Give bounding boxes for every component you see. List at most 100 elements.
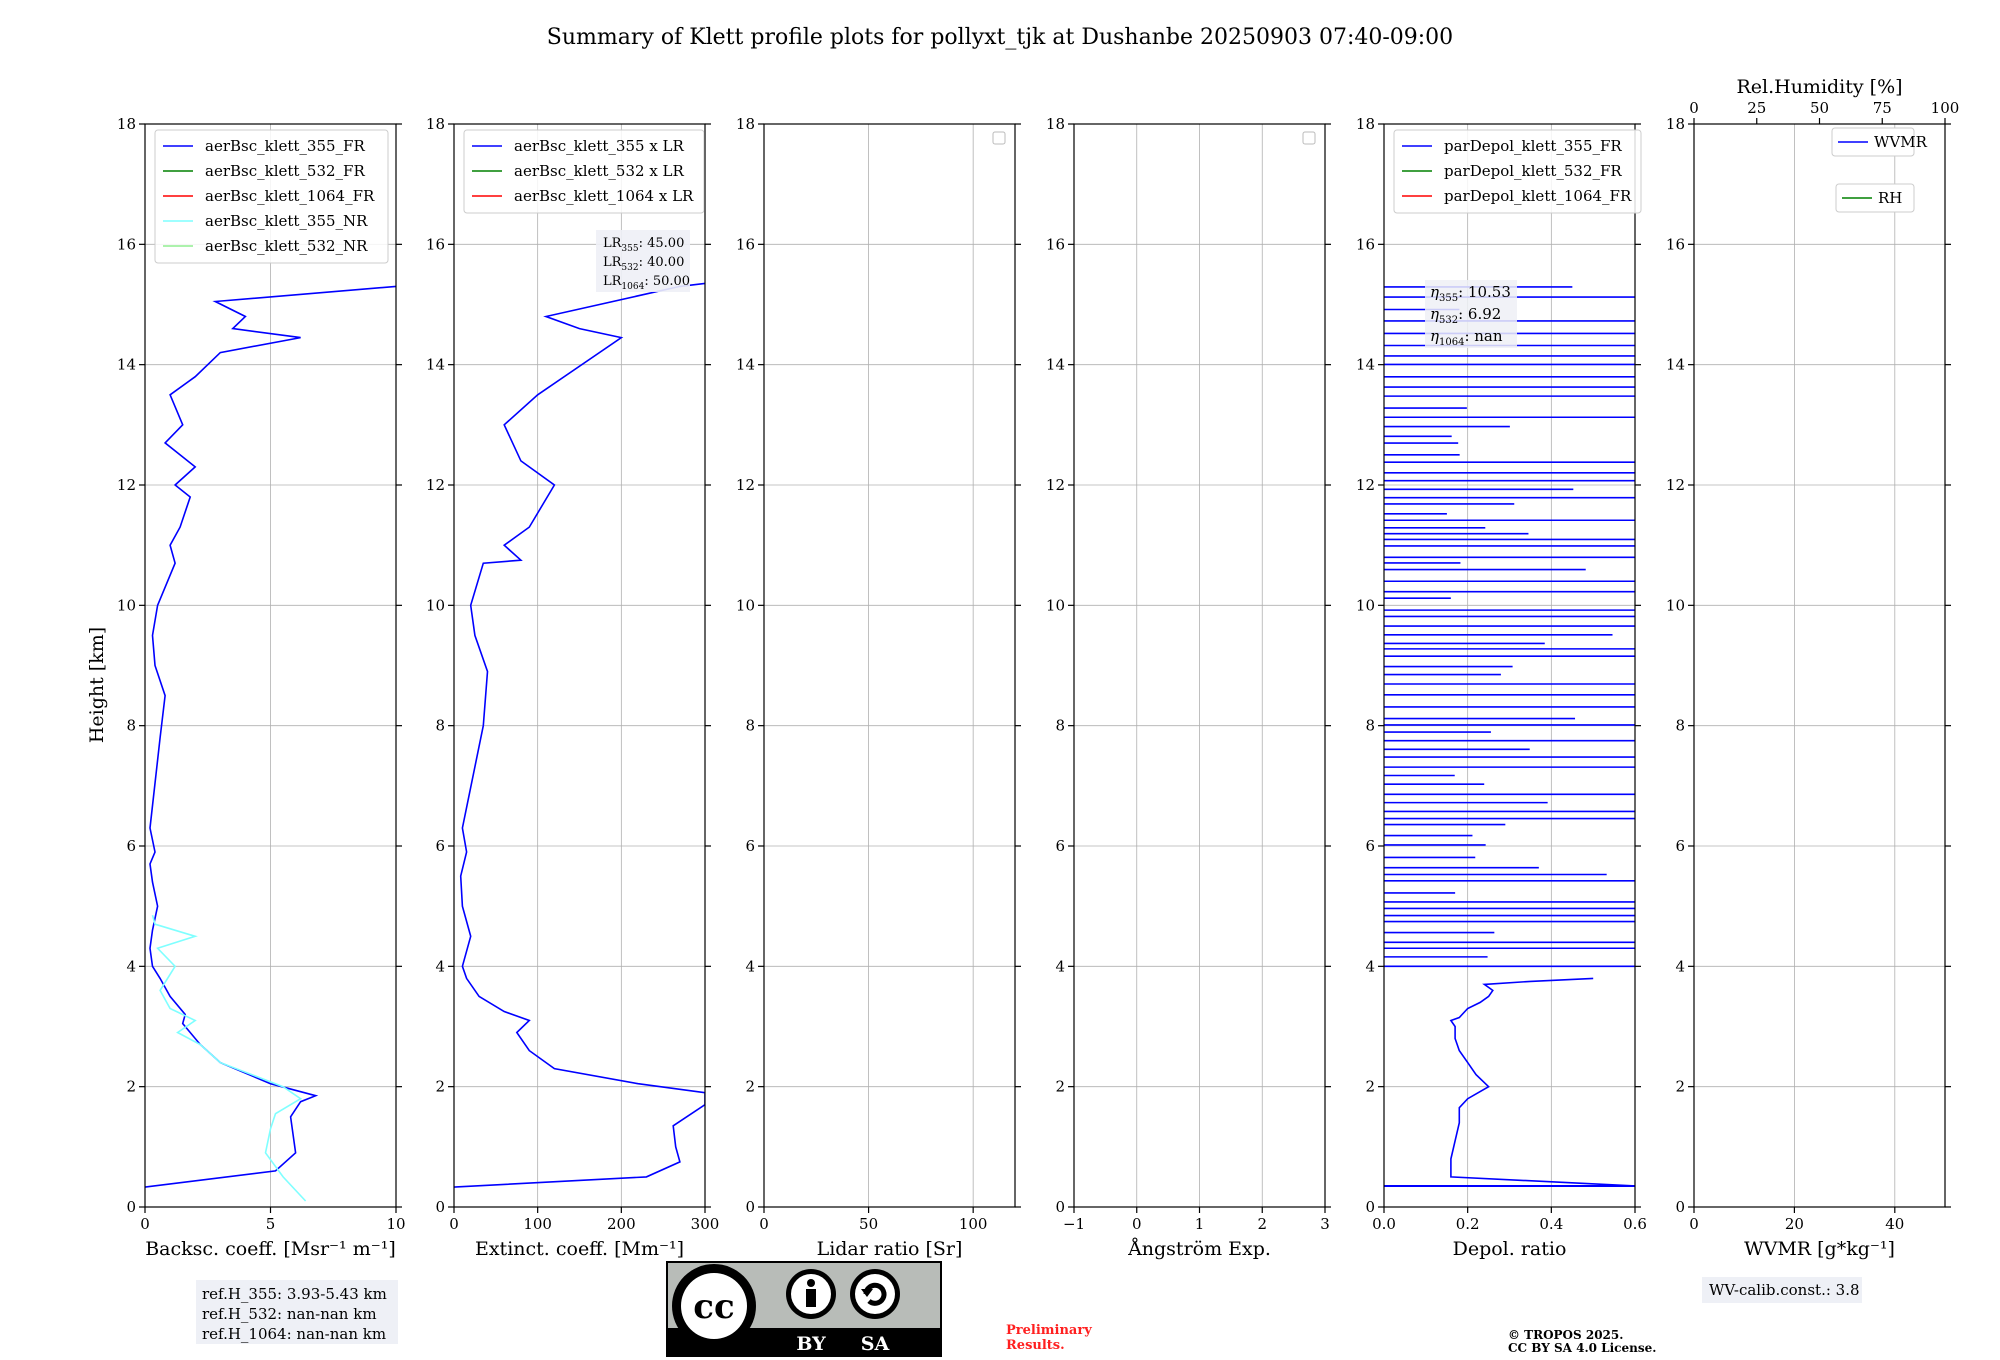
x-tick-label: 0 bbox=[140, 1215, 150, 1233]
empty-legend bbox=[992, 131, 1006, 145]
legend-label: aerBsc_klett_355_FR bbox=[205, 137, 365, 155]
legend-ext: aerBsc_klett_355 x LR aerBsc_klett_532 x … bbox=[463, 129, 705, 214]
eta-info-box: η355: 10.53 η532: 6.92 η1064: nan bbox=[1425, 280, 1517, 348]
x-tick-label: 0.4 bbox=[1539, 1215, 1563, 1233]
panel-ext: 0 2 4 6 8 10 12 14 16 18 0 100 200 300 Extinct. coeff.… bbox=[426, 115, 719, 1260]
x-tick-label: 100 bbox=[523, 1215, 552, 1233]
y-tick-label: 16 bbox=[117, 235, 136, 253]
x-tick-label: 0.2 bbox=[1456, 1215, 1480, 1233]
x-axis-label: Depol. ratio bbox=[1453, 1238, 1567, 1260]
y-tick-label: 12 bbox=[117, 476, 136, 494]
y-tick-label: 18 bbox=[1356, 115, 1375, 133]
y-tick-label: 2 bbox=[126, 1078, 136, 1096]
y-tick-label: 16 bbox=[1046, 235, 1065, 253]
legend-label: aerBsc_klett_532_FR bbox=[205, 162, 365, 180]
y-tick-label: 4 bbox=[745, 957, 755, 975]
y-tick-label: 12 bbox=[1046, 476, 1065, 494]
svg-text:SA: SA bbox=[861, 1333, 890, 1355]
y-tick-label: 6 bbox=[1365, 837, 1375, 855]
y-tick-label: 4 bbox=[126, 957, 136, 975]
reference-height-box: ref.H_355: 3.93-5.43 km ref.H_532: nan-n… bbox=[196, 1280, 398, 1344]
legend-label: aerBsc_klett_532_NR bbox=[205, 237, 368, 255]
x-tick-label: 200 bbox=[607, 1215, 636, 1233]
legend-dep: parDepol_klett_355_FR parDepol_klett_532_… bbox=[1393, 129, 1642, 214]
x-tick-label: 0 bbox=[449, 1215, 459, 1233]
figure-title: Summary of Klett profile plots for polly… bbox=[547, 25, 1453, 50]
y-tick-label: 8 bbox=[1365, 717, 1375, 735]
y-tick-label: 6 bbox=[1055, 837, 1065, 855]
series-aerBsc_klett_355_NR bbox=[151, 914, 307, 1202]
y-tick-label: 8 bbox=[745, 717, 755, 735]
panel-bsc: 0 2 4 6 8 10 12 14 16 18 0 5 10 Backsc. coeff. [Msr⁻¹… bbox=[117, 115, 406, 1260]
top-x-axis-label: Rel.Humidity [%] bbox=[1736, 76, 1902, 98]
axes-frame bbox=[1383, 123, 1636, 1208]
y-tick-label: 6 bbox=[745, 837, 755, 855]
top-x-tick-label: 75 bbox=[1873, 99, 1892, 117]
legend-label: aerBsc_klett_532 x LR bbox=[514, 162, 685, 180]
ref-h-532: ref.H_532: nan-nan km bbox=[202, 1305, 377, 1323]
y-tick-label: 4 bbox=[1675, 957, 1685, 975]
y-tick-label: 18 bbox=[1666, 115, 1685, 133]
y-tick-label: 10 bbox=[1046, 596, 1065, 614]
y-tick-label: 2 bbox=[745, 1078, 755, 1096]
top-x-tick-label: 50 bbox=[1810, 99, 1829, 117]
y-tick-label: 0 bbox=[1675, 1198, 1685, 1216]
y-tick-label: 12 bbox=[736, 476, 755, 494]
lidar-ratio-info-box: LR355: 45.00 LR532: 40.00 LR1064: 50.00 bbox=[596, 230, 690, 292]
y-tick-label: 16 bbox=[426, 235, 445, 253]
top-x-tick-label: 0 bbox=[1689, 99, 1699, 117]
y-tick-label: 10 bbox=[117, 596, 136, 614]
legend-label: aerBsc_klett_355_NR bbox=[205, 212, 368, 230]
wv-calibration-box: WV-calib.const.: 3.8 bbox=[1702, 1277, 1862, 1303]
y-tick-label: 18 bbox=[117, 115, 136, 133]
wv-calibration-constant: WV-calib.const.: 3.8 bbox=[1709, 1281, 1860, 1299]
legend-WVMR: WVMR bbox=[1831, 127, 1928, 157]
legend-label: aerBsc_klett_1064_FR bbox=[205, 187, 375, 205]
legend-label: parDepol_klett_532_FR bbox=[1444, 162, 1622, 180]
y-axis-label: Height [km] bbox=[86, 627, 108, 743]
lr-1064: LR1064: 50.00 bbox=[603, 274, 690, 292]
legend-label: parDepol_klett_1064_FR bbox=[1444, 187, 1632, 205]
x-tick-label: 0 bbox=[759, 1215, 769, 1233]
y-tick-label: 0 bbox=[126, 1198, 136, 1216]
legend-label: parDepol_klett_355_FR bbox=[1444, 137, 1622, 155]
eta-532: η532: 6.92 bbox=[1430, 305, 1501, 326]
x-tick-label: −1 bbox=[1063, 1215, 1085, 1233]
y-tick-label: 2 bbox=[1675, 1078, 1685, 1096]
y-tick-label: 8 bbox=[435, 717, 445, 735]
y-tick-label: 12 bbox=[1356, 476, 1375, 494]
y-tick-label: 16 bbox=[736, 235, 755, 253]
cc-by-sa-license-badge: cc BY SA bbox=[666, 1261, 942, 1357]
y-tick-label: 10 bbox=[426, 596, 445, 614]
x-axis-label: Lidar ratio [Sr] bbox=[817, 1238, 963, 1260]
y-tick-label: 14 bbox=[1356, 356, 1375, 374]
series-parDepol_klett_355_FR bbox=[1449, 977, 1635, 1187]
y-tick-label: 14 bbox=[117, 356, 136, 374]
y-tick-label: 10 bbox=[736, 596, 755, 614]
y-tick-label: 10 bbox=[1356, 596, 1375, 614]
lr-532: LR532: 40.00 bbox=[603, 255, 684, 273]
y-tick-label: 18 bbox=[1046, 115, 1065, 133]
preliminary-note-line2: Results. bbox=[1006, 1338, 1065, 1353]
y-tick-label: 16 bbox=[1666, 235, 1685, 253]
y-tick-label: 16 bbox=[1356, 235, 1375, 253]
ref-h-355: ref.H_355: 3.93-5.43 km bbox=[202, 1285, 387, 1303]
preliminary-note-line1: Preliminary bbox=[1006, 1323, 1092, 1338]
y-tick-label: 6 bbox=[435, 837, 445, 855]
y-tick-label: 0 bbox=[1365, 1198, 1375, 1216]
x-tick-label: 0.6 bbox=[1623, 1215, 1647, 1233]
ref-h-1064: ref.H_1064: nan-nan km bbox=[202, 1325, 386, 1343]
eta-355: η355: 10.53 bbox=[1430, 283, 1511, 304]
x-tick-label: 2 bbox=[1257, 1215, 1267, 1233]
axes-frame bbox=[763, 123, 1016, 1208]
y-tick-label: 2 bbox=[435, 1078, 445, 1096]
y-tick-label: 4 bbox=[1365, 957, 1375, 975]
x-tick-label: 100 bbox=[959, 1215, 988, 1233]
x-tick-label: 300 bbox=[691, 1215, 720, 1233]
copyright-line1: © TROPOS 2025. bbox=[1508, 1328, 1623, 1342]
y-tick-label: 2 bbox=[1055, 1078, 1065, 1096]
y-tick-label: 18 bbox=[736, 115, 755, 133]
